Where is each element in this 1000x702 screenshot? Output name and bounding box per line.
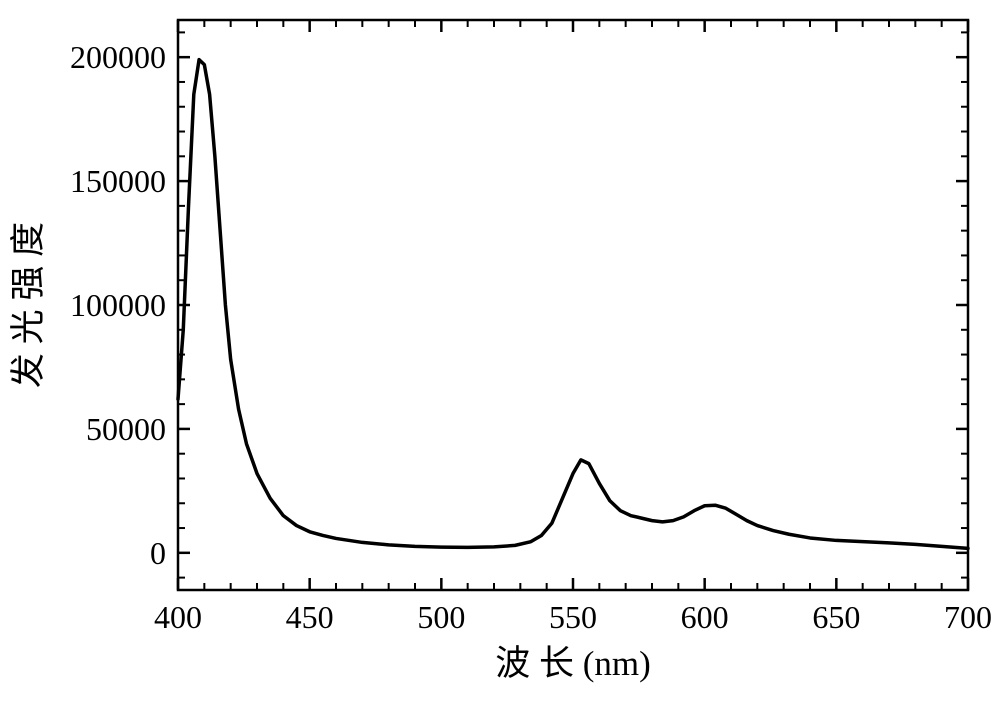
y-tick-label: 200000 <box>70 39 166 75</box>
chart-svg: 400 450 500 550 600 650 700 0 50000 100000 150000 2… <box>0 0 1000 702</box>
x-tick-label: 400 <box>154 599 202 635</box>
x-tick-label: 450 <box>286 599 334 635</box>
x-tick-label: 600 <box>681 599 729 635</box>
plot-frame <box>178 20 968 590</box>
x-tick-label: 700 <box>944 599 992 635</box>
y-axis-label: 发 光 强 度 <box>9 222 48 388</box>
x-tick-label: 650 <box>812 599 860 635</box>
y-tick-label: 50000 <box>86 411 166 447</box>
y-tick-label: 100000 <box>70 287 166 323</box>
spectrum-chart: 400 450 500 550 600 650 700 0 50000 100000 150000 2… <box>0 0 1000 702</box>
x-tick-label: 500 <box>417 599 465 635</box>
y-tick-label: 0 <box>150 535 166 571</box>
y-tick-label: 150000 <box>70 163 166 199</box>
x-axis-label: 波 长 (nm) <box>495 644 651 683</box>
x-tick-label: 550 <box>549 599 597 635</box>
spectrum-series <box>178 60 968 549</box>
